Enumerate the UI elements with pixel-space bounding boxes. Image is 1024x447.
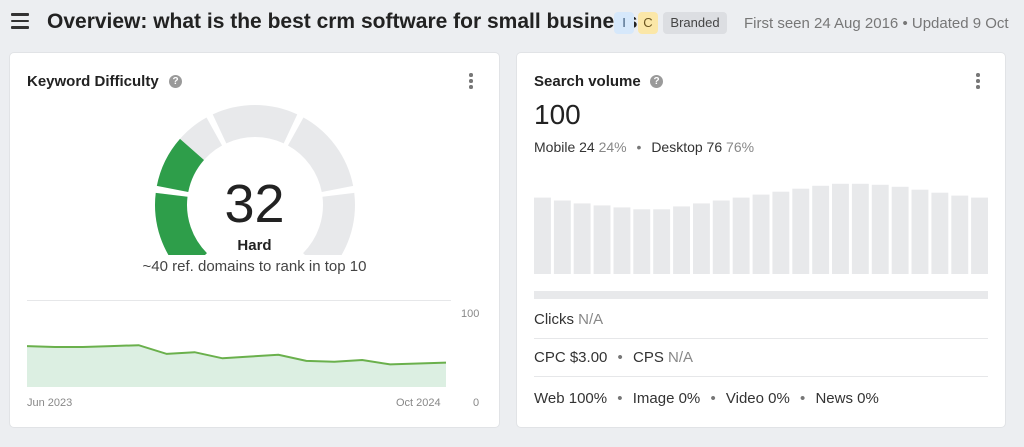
- seen-updated-meta: First seen 24 Aug 2016 • Updated 9 Oct: [744, 15, 1009, 32]
- sv-bar: [812, 185, 830, 274]
- kd-gauge: [155, 105, 355, 255]
- sv-bar: [593, 205, 611, 274]
- sv-help-icon[interactable]: ?: [650, 75, 663, 88]
- bullet-separator: •: [617, 349, 623, 366]
- cps-label: CPS: [632, 349, 664, 366]
- sv-bar: [792, 188, 810, 274]
- gauge-segment: [303, 192, 355, 255]
- intent-badge-branded: Branded: [663, 12, 727, 34]
- sv-bar: [832, 183, 849, 274]
- kd-rating-label: Hard: [237, 237, 272, 254]
- sv-bar: [553, 200, 571, 274]
- sv-bar: [931, 192, 949, 274]
- kd-y-max-label: 100: [461, 308, 480, 320]
- sv-desktop-label: Desktop 76: [651, 139, 723, 155]
- sv-bar: [971, 197, 988, 274]
- kd-history-chart: [27, 300, 451, 387]
- kd-y-min-label: 0: [473, 397, 480, 409]
- sv-bar: [673, 206, 690, 274]
- sv-bar: [653, 209, 671, 274]
- keyword-difficulty-card: Keyword Difficulty ? 32 Hard ~40 ref. do…: [10, 53, 499, 427]
- divider: [534, 338, 988, 339]
- sv-mobile-pct: 24%: [598, 139, 627, 155]
- hamburger-menu-icon[interactable]: [11, 13, 29, 29]
- sv-bar: [752, 194, 770, 274]
- sv-card-title: Search volume: [534, 73, 641, 90]
- kd-history-area: [27, 345, 446, 387]
- gauge-fill-segment: [156, 138, 204, 193]
- web-share: Web 100%: [534, 390, 608, 407]
- kd-card-title: Keyword Difficulty: [27, 73, 159, 90]
- clicks-row: Clicks N/A: [534, 311, 988, 328]
- sv-bar: [534, 197, 551, 274]
- sv-bar: [871, 184, 889, 274]
- intent-badge-commercial: C: [638, 12, 658, 34]
- sv-bar: [911, 189, 929, 274]
- video-share: Video 0%: [725, 390, 790, 407]
- sv-more-options-icon[interactable]: [976, 73, 980, 89]
- clicks-value: N/A: [578, 311, 604, 328]
- bullet-separator: •: [636, 139, 642, 155]
- sv-bar: [891, 186, 909, 274]
- sv-bar: [613, 207, 631, 274]
- kd-x-end-label: Oct 2024: [396, 397, 441, 409]
- kd-x-start-label: Jun 2023: [27, 397, 73, 409]
- kd-score: 32: [224, 174, 285, 234]
- intent-badge-informational: I: [614, 12, 634, 34]
- sv-mobile-label: Mobile 24: [534, 139, 595, 155]
- kd-history-line: [27, 344, 447, 366]
- cps-value: N/A: [668, 349, 694, 366]
- divider: [534, 376, 988, 377]
- search-volume-card: Search volume ? 100 Mobile 24 24% • Desk…: [517, 53, 1005, 427]
- kd-help-icon[interactable]: ?: [169, 75, 182, 88]
- page-header: Overview: what is the best crm software …: [0, 0, 1024, 46]
- bullet-separator: •: [710, 390, 716, 407]
- kd-more-options-icon[interactable]: [469, 73, 473, 89]
- sv-history-bar-chart: [534, 183, 988, 274]
- cpc-cps-row: CPC $3.00 • CPS N/A: [534, 349, 988, 366]
- sv-device-split: Mobile 24 24% • Desktop 76 76%: [534, 139, 754, 155]
- sv-bar: [573, 203, 591, 274]
- sv-bar: [712, 200, 730, 274]
- clicks-label: Clicks: [534, 311, 574, 328]
- page-title: Overview: what is the best crm software …: [47, 10, 638, 33]
- serp-features-row: Web 100% • Image 0% • Video 0% • News 0%: [534, 390, 988, 407]
- sv-desktop-pct: 76%: [726, 139, 755, 155]
- gauge-segment: [212, 105, 298, 144]
- kd-ref-domains-text: ~40 ref. domains to rank in top 10: [142, 258, 367, 275]
- sv-bar: [851, 183, 869, 274]
- sv-bar: [951, 195, 969, 274]
- sv-total-value: 100: [534, 99, 581, 130]
- cpc-label: CPC $3.00: [534, 349, 608, 366]
- bullet-separator: •: [617, 390, 623, 407]
- news-share: News 0%: [815, 390, 879, 407]
- sv-bar: [633, 209, 651, 274]
- bullet-separator: •: [800, 390, 806, 407]
- sv-range-scrollbar[interactable]: [534, 291, 988, 299]
- gauge-fill-segment: [155, 192, 207, 255]
- sv-bar: [772, 191, 790, 274]
- sv-bar: [693, 203, 710, 274]
- gauge-segment: [287, 117, 354, 193]
- sv-bar: [732, 197, 750, 274]
- image-share: Image 0%: [632, 390, 701, 407]
